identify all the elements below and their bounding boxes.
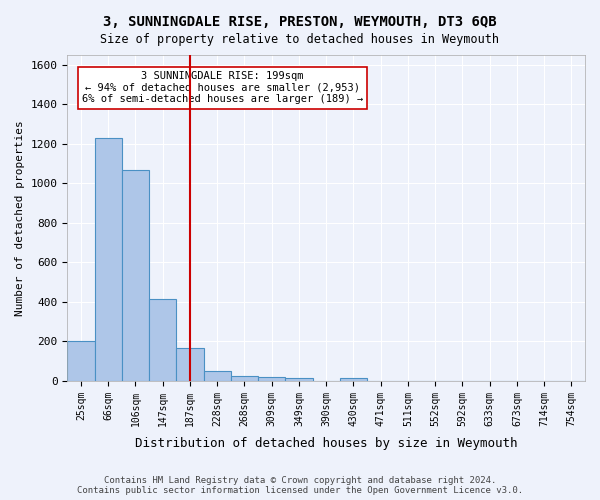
Text: Contains HM Land Registry data © Crown copyright and database right 2024.
Contai: Contains HM Land Registry data © Crown c…	[77, 476, 523, 495]
Y-axis label: Number of detached properties: Number of detached properties	[15, 120, 25, 316]
Bar	[149, 299, 176, 381]
Bar	[340, 378, 367, 381]
X-axis label: Distribution of detached houses by size in Weymouth: Distribution of detached houses by size …	[135, 437, 517, 450]
Bar	[176, 348, 203, 381]
Bar	[122, 170, 149, 381]
Bar	[231, 376, 258, 381]
Bar	[285, 378, 313, 381]
Text: 3, SUNNINGDALE RISE, PRESTON, WEYMOUTH, DT3 6QB: 3, SUNNINGDALE RISE, PRESTON, WEYMOUTH, …	[103, 15, 497, 29]
Bar	[67, 342, 95, 381]
Bar	[203, 371, 231, 381]
Text: 3 SUNNINGDALE RISE: 199sqm
← 94% of detached houses are smaller (2,953)
6% of se: 3 SUNNINGDALE RISE: 199sqm ← 94% of deta…	[82, 72, 363, 104]
Bar	[258, 377, 285, 381]
Bar	[95, 138, 122, 381]
Text: Size of property relative to detached houses in Weymouth: Size of property relative to detached ho…	[101, 32, 499, 46]
